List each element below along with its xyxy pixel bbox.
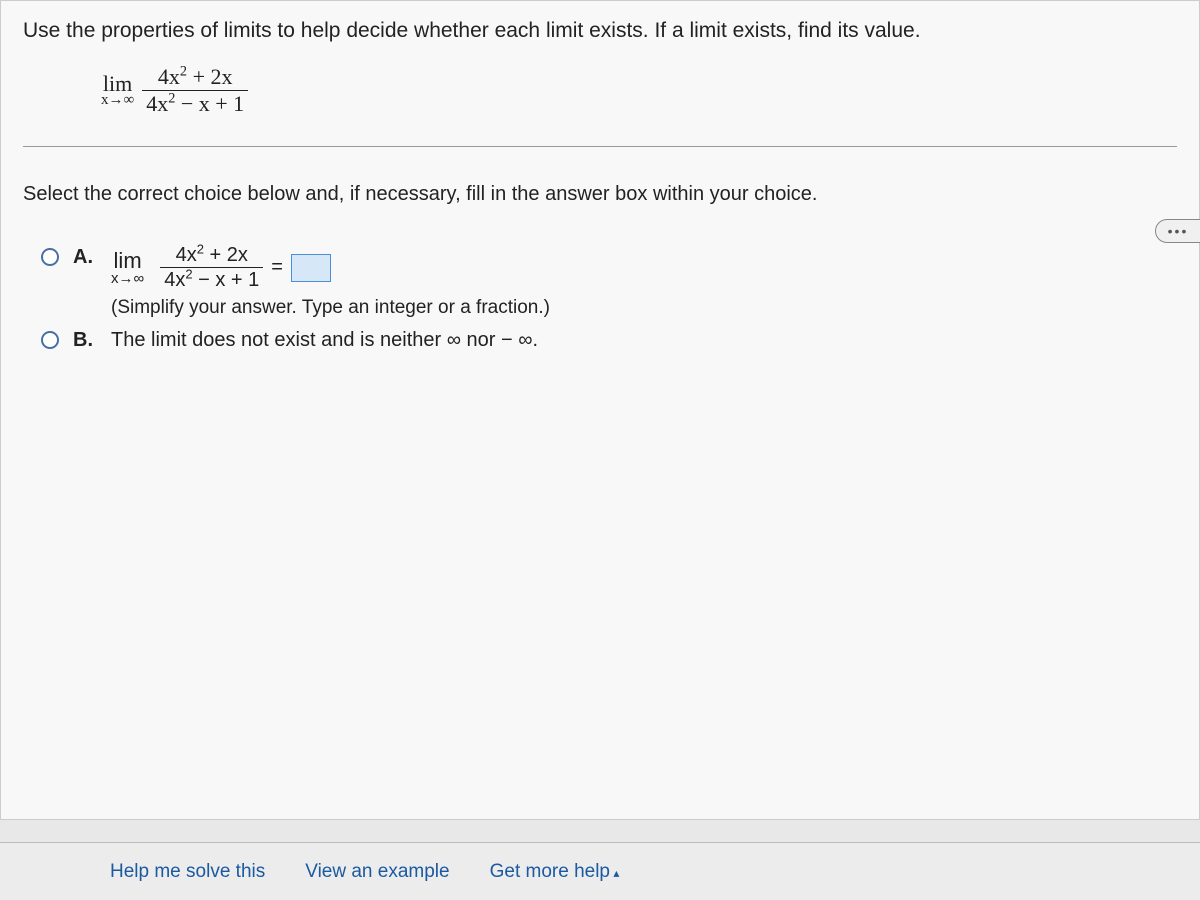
lim-symbol: lim x→∞	[101, 72, 134, 109]
choice-b-radio[interactable]	[41, 331, 59, 349]
choice-b-label: B.	[73, 327, 111, 352]
question-panel: Use the properties of limits to help dec…	[0, 0, 1200, 820]
numerator: 4x2 + 2x	[154, 65, 237, 89]
help-me-solve-link[interactable]: Help me solve this	[110, 861, 265, 883]
instruction-text: Use the properties of limits to help dec…	[23, 19, 1177, 43]
lim-symbol-a: lim x→∞	[111, 249, 144, 286]
choice-a-row: A. lim x→∞ 4x2 + 2x 4x2 − x + 1 = (Simpl…	[41, 244, 1177, 319]
choice-a-label: A.	[73, 244, 111, 269]
lim-sub: x→∞	[101, 93, 134, 109]
more-options-button[interactable]: •••	[1155, 219, 1200, 243]
choice-b-row: B. The limit does not exist and is neith…	[41, 327, 1177, 352]
denominator: 4x2 − x + 1	[142, 92, 248, 116]
numerator-a: 4x2 + 2x	[172, 244, 252, 266]
choice-a-equation: lim x→∞ 4x2 + 2x 4x2 − x + 1 =	[111, 244, 550, 291]
fraction: 4x2 + 2x 4x2 − x + 1	[142, 65, 248, 116]
equals-sign: =	[271, 256, 283, 279]
get-more-help-link[interactable]: Get more help	[490, 861, 620, 883]
divider	[23, 146, 1177, 147]
denominator-a: 4x2 − x + 1	[160, 269, 263, 291]
limit-expression: lim x→∞ 4x2 + 2x 4x2 − x + 1	[101, 65, 1177, 116]
answer-input[interactable]	[291, 254, 331, 282]
choice-a-body: lim x→∞ 4x2 + 2x 4x2 − x + 1 = (Simplify…	[111, 244, 550, 319]
choice-a-radio[interactable]	[41, 248, 59, 266]
choice-a-hint: (Simplify your answer. Type an integer o…	[111, 297, 550, 319]
choice-b-text: The limit does not exist and is neither …	[111, 327, 538, 352]
fraction-a: 4x2 + 2x 4x2 − x + 1	[160, 244, 263, 291]
view-example-link[interactable]: View an example	[305, 861, 449, 883]
footer-bar: Help me solve this View an example Get m…	[0, 842, 1200, 900]
select-prompt: Select the correct choice below and, if …	[23, 183, 1177, 206]
